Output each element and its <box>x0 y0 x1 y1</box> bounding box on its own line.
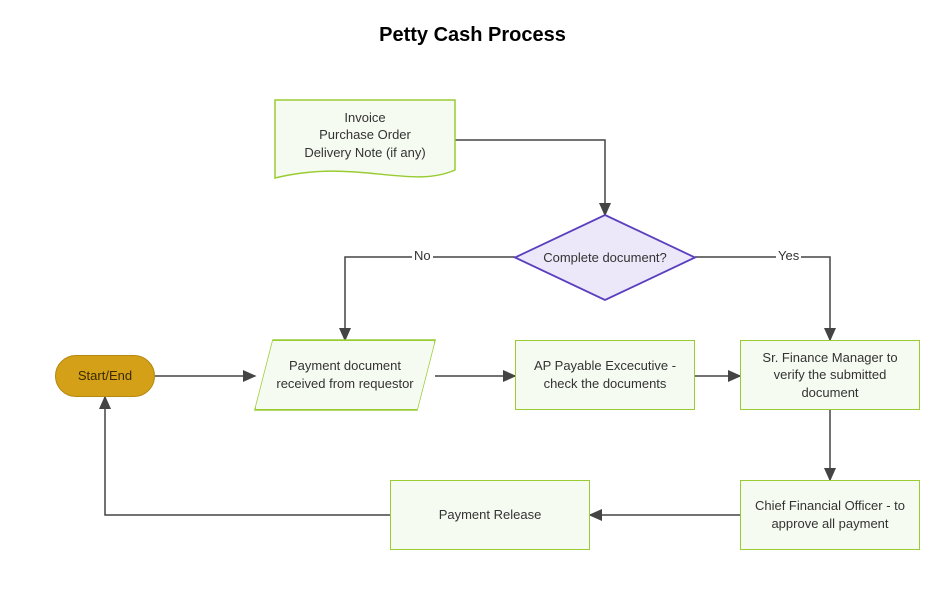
cfo-approve-label: Chief Financial Officer - to approve all… <box>749 497 911 532</box>
documents-list-node: Invoice Purchase Order Delivery Note (if… <box>275 100 455 170</box>
finance-manager-verify-node: Sr. Finance Manager to verify the submit… <box>740 340 920 410</box>
documents-line-invoice: Invoice <box>283 109 447 127</box>
payment-received-label: Payment document received from requestor <box>264 357 426 392</box>
diagram-title: Petty Cash Process <box>0 24 945 47</box>
payment-received-node: Payment document received from requestor <box>255 340 435 410</box>
payment-release-label: Payment Release <box>439 506 542 524</box>
documents-line-po: Purchase Order <box>283 126 447 144</box>
start-end-terminator: Start/End <box>55 355 155 397</box>
finance-manager-verify-label: Sr. Finance Manager to verify the submit… <box>749 349 911 402</box>
complete-document-decision: Complete document? <box>515 215 695 300</box>
edge-label-no: No <box>412 248 433 263</box>
cfo-approve-node: Chief Financial Officer - to approve all… <box>740 480 920 550</box>
edge-label-yes: Yes <box>776 248 801 263</box>
complete-document-label: Complete document? <box>543 249 667 267</box>
ap-executive-node: AP Payable Excecutive - check the docume… <box>515 340 695 410</box>
ap-executive-label: AP Payable Excecutive - check the docume… <box>524 357 686 392</box>
start-end-label: Start/End <box>78 367 132 385</box>
payment-release-node: Payment Release <box>390 480 590 550</box>
documents-line-delivery: Delivery Note (if any) <box>283 144 447 162</box>
